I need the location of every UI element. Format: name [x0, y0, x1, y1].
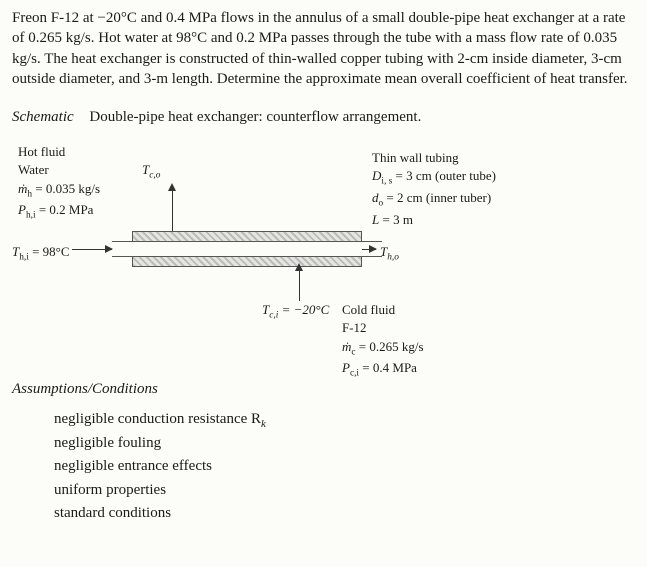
pipe-inner-icon [112, 241, 382, 257]
hot-fluid-name: Water [18, 161, 100, 179]
cold-fluid-title: Cold fluid [342, 301, 424, 319]
hot-fluid-mdot: ṁh = 0.035 kg/s [18, 180, 100, 202]
dis-sub: i, s [381, 177, 392, 187]
label-thi: Th,i = 98°C [12, 243, 70, 264]
cold-fluid-mdot: ṁc = 0.265 kg/s [342, 338, 424, 360]
p-h-value: = 0.2 MPa [36, 202, 94, 217]
thi-sub: h,i [19, 253, 29, 263]
hot-fluid-block: Hot fluid Water ṁh = 0.035 kg/s Ph,i = 0… [18, 143, 100, 223]
assumption-item: negligible fouling [54, 432, 635, 455]
assumption-item: uniform properties [54, 479, 635, 502]
hot-fluid-pressure: Ph,i = 0.2 MPa [18, 201, 100, 223]
arrow-hot-out-icon [362, 249, 376, 250]
label-tco: Tc,o [142, 161, 160, 182]
l-value: = 3 m [379, 212, 413, 227]
arrow-hot-in-icon [72, 249, 112, 250]
mdot-c-value: = 0.265 kg/s [356, 339, 424, 354]
dis-value: = 3 cm (outer tube) [392, 168, 496, 183]
arrow-cold-out-stem-icon [172, 191, 173, 231]
tube-spec-block: Thin wall tubing Di, s = 3 cm (outer tub… [372, 149, 496, 229]
mdot-h-symbol: ṁ [18, 181, 27, 196]
assumptions-list: negligible conduction resistance Rk negl… [54, 408, 635, 526]
tube-length: L = 3 m [372, 211, 496, 229]
label-tho: Th,o [380, 243, 399, 264]
arrow-cold-out-head-icon [172, 191, 173, 192]
tco-sub: c,o [149, 171, 160, 181]
tube-inner-dia: do = 2 cm (inner tuber) [372, 189, 496, 211]
label-tci: Tc,i = −20°C [262, 301, 329, 322]
tube-outer-dia: Di, s = 3 cm (outer tube) [372, 167, 496, 189]
arrow-cold-in-stem-icon [299, 271, 300, 301]
assumption-0-sub: k [261, 418, 266, 430]
schematic-label: Schematic [12, 109, 74, 125]
p-h-symbol: P [18, 202, 26, 217]
dis-symbol: D [372, 168, 381, 183]
p-c-value: = 0.4 MPa [359, 360, 417, 375]
mdot-h-value: = 0.035 kg/s [32, 181, 100, 196]
tci-value: = −20°C [278, 302, 329, 317]
p-c-sub: c,i [350, 369, 359, 379]
schematic-description: Double-pipe heat exchanger: counterflow … [89, 109, 421, 125]
assumption-item: negligible entrance effects [54, 455, 635, 478]
hot-fluid-title: Hot fluid [18, 143, 100, 161]
arrow-cold-in-head-icon [299, 271, 300, 272]
tho-sub: h,o [387, 253, 399, 263]
assumption-item: standard conditions [54, 502, 635, 525]
tci-sub: c,i [269, 311, 278, 321]
cold-fluid-name: F-12 [342, 319, 424, 337]
cold-fluid-block: Cold fluid F-12 ṁc = 0.265 kg/s Pc,i = 0… [342, 301, 424, 381]
tube-title: Thin wall tubing [372, 149, 496, 167]
do-value: = 2 cm (inner tuber) [383, 190, 491, 205]
heat-exchanger-diagram: Hot fluid Water ṁh = 0.035 kg/s Ph,i = 0… [12, 141, 632, 361]
assumption-0-text: negligible conduction resistance R [54, 411, 261, 427]
p-c-symbol: P [342, 360, 350, 375]
schematic-heading-line: Schematic Double-pipe heat exchanger: co… [12, 107, 635, 127]
cold-fluid-pressure: Pc,i = 0.4 MPa [342, 359, 424, 381]
p-h-sub: h,i [26, 211, 36, 221]
assumptions-heading: Assumptions/Conditions [12, 379, 635, 399]
thi-value: = 98°C [29, 244, 70, 259]
problem-statement: Freon F-12 at −20°C and 0.4 MPa flows in… [12, 8, 635, 89]
assumption-item: negligible conduction resistance Rk [54, 408, 635, 433]
mdot-c-symbol: ṁ [342, 339, 351, 354]
